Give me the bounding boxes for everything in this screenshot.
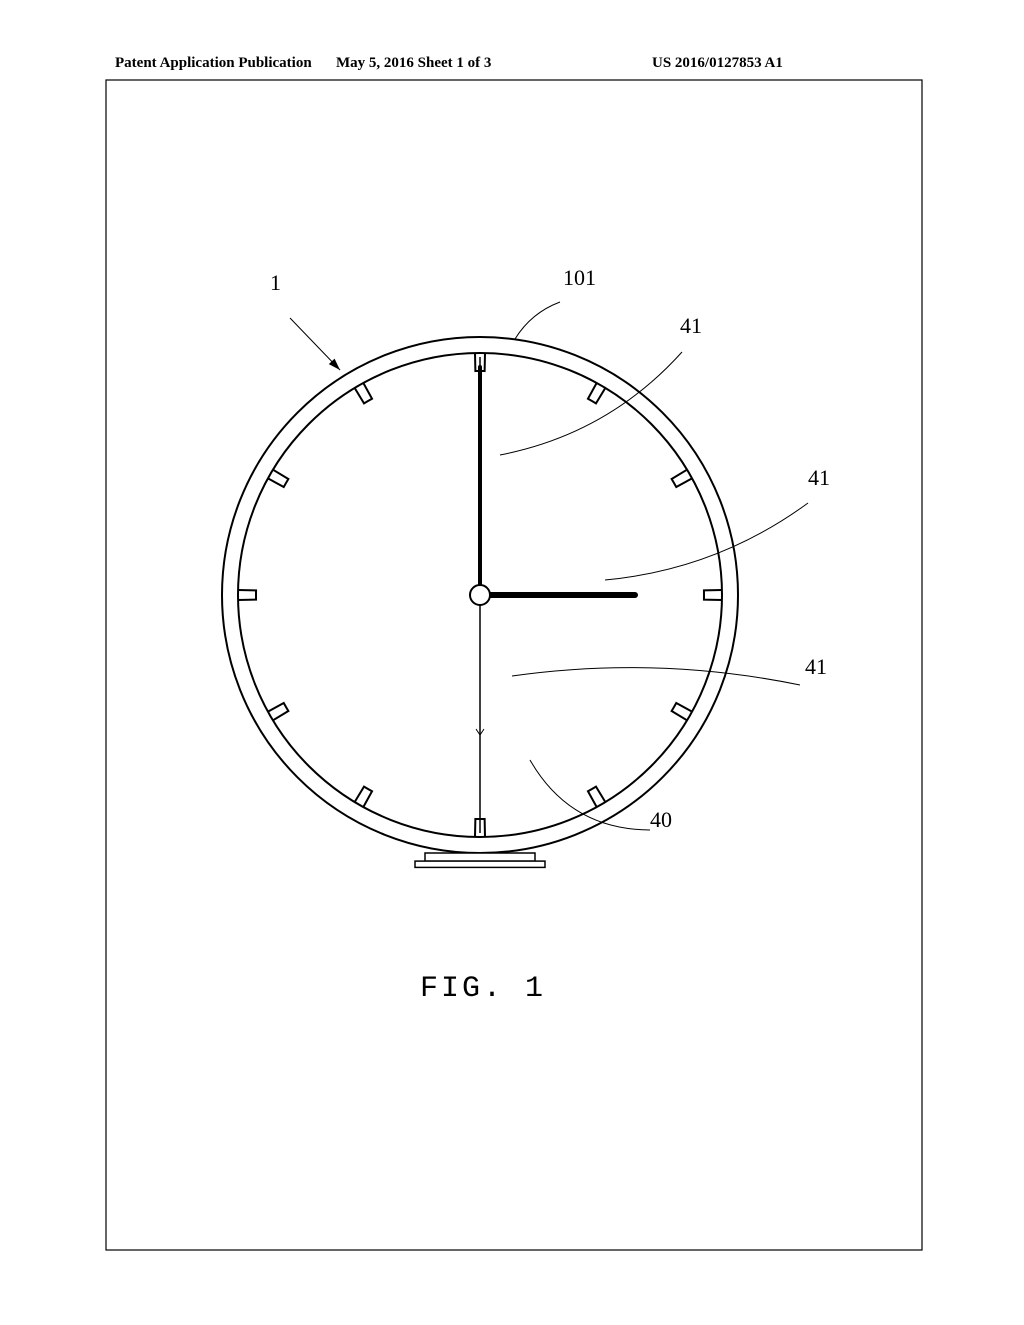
figure-label: FIG. 1 xyxy=(420,972,546,1006)
svg-text:101: 101 xyxy=(563,265,596,290)
svg-text:41: 41 xyxy=(680,313,702,338)
clock-diagram-svg: 1 101 41 41 41 40 xyxy=(0,0,1024,1320)
svg-text:40: 40 xyxy=(650,807,672,832)
svg-text:1: 1 xyxy=(270,270,281,295)
figure-1: 1 101 41 41 41 40 FIG. 1 xyxy=(0,0,1024,1320)
svg-text:41: 41 xyxy=(808,465,830,490)
svg-text:41: 41 xyxy=(805,654,827,679)
